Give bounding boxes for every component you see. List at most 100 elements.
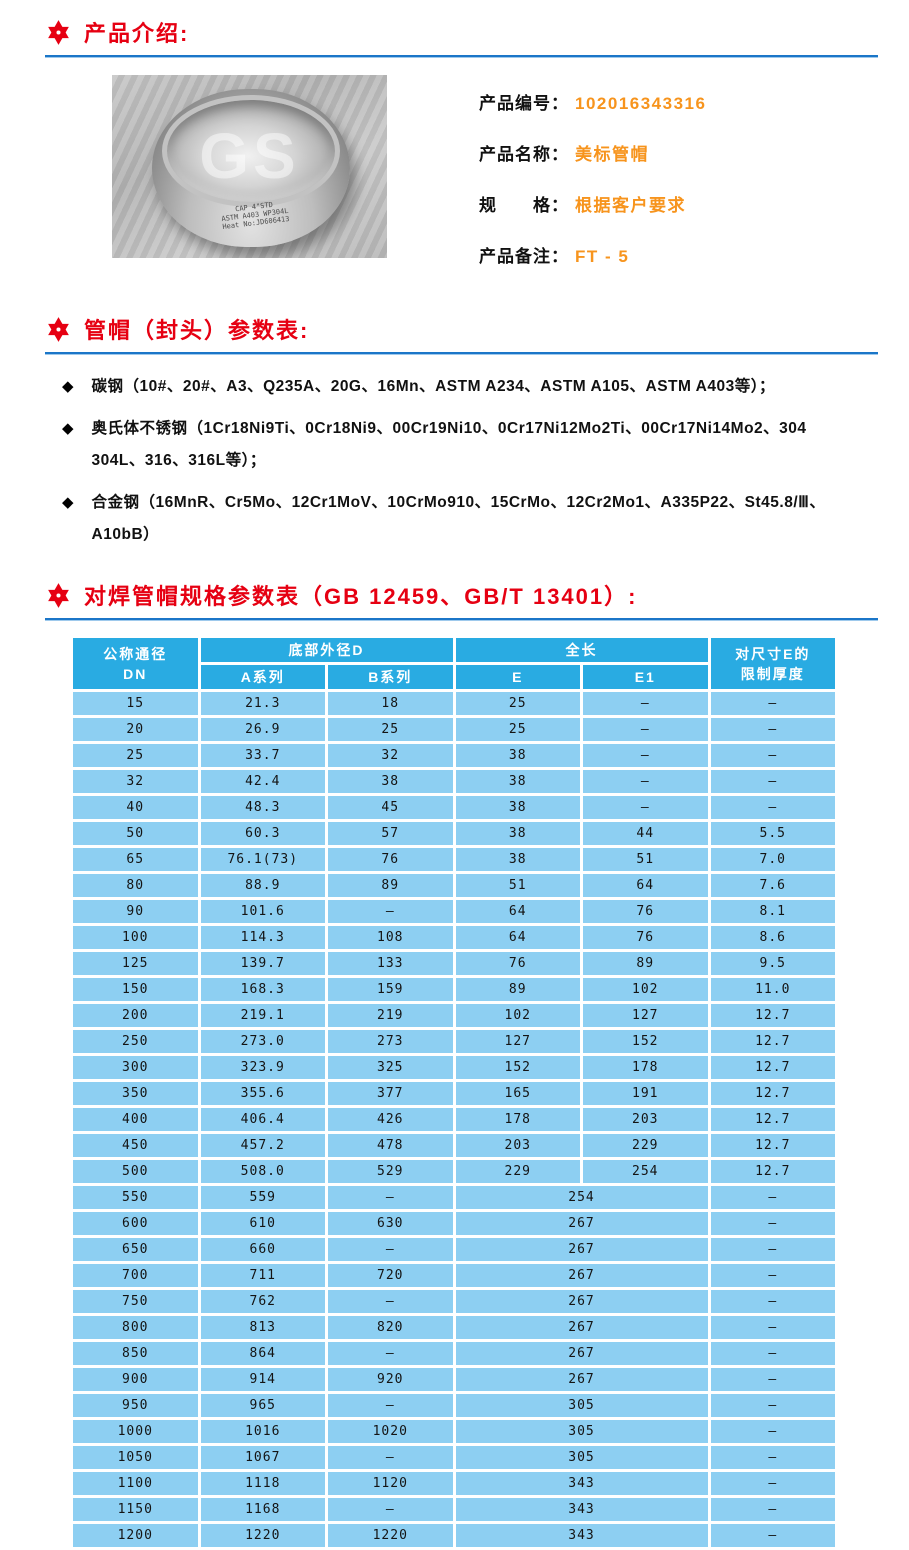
- table-row: 800 813 820 267–: [73, 1316, 835, 1339]
- star-icon: [48, 582, 69, 608]
- product-intro-block: GS CAP 4"STD ASTM A403 WP304L Heat No:JD…: [112, 75, 909, 293]
- table-cell: 762: [200, 1290, 325, 1313]
- table-cell: 25: [328, 718, 453, 741]
- table-cell: 1000: [73, 1420, 198, 1443]
- table-cell: 457.2: [200, 1134, 325, 1157]
- table-cell: 38: [455, 848, 580, 871]
- table-row: 1100 1118 1120 343–: [73, 1472, 835, 1495]
- table-cell: 600: [73, 1212, 198, 1235]
- table-row: 400 406.4 426 178 203 12.7: [73, 1108, 835, 1131]
- material-item-carbon-steel: ◆ 碳钢（10#、20#、A3、Q235A、20G、16Mn、ASTM A234…: [62, 371, 869, 403]
- table-cell: 51: [455, 874, 580, 897]
- table-cell: 355.6: [200, 1082, 325, 1105]
- table-cell: –: [710, 1368, 835, 1391]
- table-row: 200 219.1 219 102 127 12.7: [73, 1004, 835, 1027]
- pipe-cap-opening: [162, 95, 340, 207]
- materials-list: ◆ 碳钢（10#、20#、A3、Q235A、20G、16Mn、ASTM A234…: [62, 371, 869, 551]
- table-cell: 850: [73, 1342, 198, 1365]
- table-cell: 300: [73, 1056, 198, 1079]
- table-cell: 813: [200, 1316, 325, 1339]
- table-cell: 1150: [73, 1498, 198, 1521]
- table-cell: 26.9: [200, 718, 325, 741]
- table-cell: 12.7: [710, 1108, 835, 1131]
- table-cell: 7.0: [710, 848, 835, 871]
- table-cell: 450: [73, 1134, 198, 1157]
- table-cell: –: [328, 1186, 453, 1209]
- table-cell: 267: [455, 1290, 708, 1313]
- table-cell: 250: [73, 1030, 198, 1053]
- table-cell: –: [583, 744, 708, 767]
- table-cell: –: [710, 1186, 835, 1209]
- table-cell: 820: [328, 1316, 453, 1339]
- table-cell: 229: [583, 1134, 708, 1157]
- table-cell: –: [328, 1238, 453, 1261]
- table-cell: 900: [73, 1368, 198, 1391]
- table-cell: 200: [73, 1004, 198, 1027]
- table-cell: 550: [73, 1186, 198, 1209]
- table-cell: –: [710, 718, 835, 741]
- table-row: 1150 1168–343–: [73, 1498, 835, 1521]
- table-cell: 630: [328, 1212, 453, 1235]
- table-row: 20 26.9 25 25– –: [73, 718, 835, 741]
- table-cell: –: [710, 1290, 835, 1313]
- material-text: 合金钢（16MnR、Cr5Mo、12Cr1MoV、10CrMo910、15CrM…: [91, 494, 826, 543]
- table-cell: 343: [455, 1524, 708, 1547]
- table-cell: 114.3: [200, 926, 325, 949]
- table-cell: 305: [455, 1394, 708, 1417]
- header-e1: E1: [583, 665, 708, 689]
- product-note-row: 产品备注： FT - 5: [479, 242, 706, 267]
- table-row: 600 610 630 267–: [73, 1212, 835, 1235]
- table-row: 850 864–267–: [73, 1342, 835, 1365]
- table-cell: 15: [73, 692, 198, 715]
- table-row: 1000 1016 1020 305–: [73, 1420, 835, 1443]
- table-cell: 500: [73, 1160, 198, 1183]
- table-cell: 50: [73, 822, 198, 845]
- table-cell: –: [710, 1472, 835, 1495]
- table-subheader-row: A系列 B系列 E E1: [73, 665, 835, 689]
- table-row: 450 457.2 478 203 229 12.7: [73, 1134, 835, 1157]
- table-cell: –: [710, 1524, 835, 1547]
- table-row: 1050 1067–305–: [73, 1446, 835, 1469]
- table-cell: 305: [455, 1446, 708, 1469]
- table-cell: 343: [455, 1498, 708, 1521]
- table-cell: 12.7: [710, 1030, 835, 1053]
- table-cell: 1220: [200, 1524, 325, 1547]
- table-cell: 80: [73, 874, 198, 897]
- table-row: 650 660–267–: [73, 1238, 835, 1261]
- table-row: 50 60.3 57 38 44 5.5: [73, 822, 835, 845]
- material-item-stainless-steel: ◆ 奥氏体不锈钢（1Cr18Ni9Ti、0Cr18Ni9、00Cr19Ni10、…: [62, 413, 869, 477]
- spec-table: 公称通径 DN 底部外径D 全长 对尺寸E的 限制厚度 A系列 B系列 E E1: [70, 635, 838, 1550]
- table-cell: –: [710, 1212, 835, 1235]
- table-cell: 178: [583, 1056, 708, 1079]
- product-name-value: 美标管帽: [575, 145, 649, 164]
- table-cell: 1200: [73, 1524, 198, 1547]
- table-cell: 864: [200, 1342, 325, 1365]
- table-cell: 305: [455, 1420, 708, 1443]
- table-cell: 254: [583, 1160, 708, 1183]
- table-cell: 38: [455, 796, 580, 819]
- table-cell: 720: [328, 1264, 453, 1287]
- table-row: 32 42.4 38 38– –: [73, 770, 835, 793]
- product-info: 产品编号： 102016343316 产品名称： 美标管帽 规 格： 根据客户要…: [479, 89, 706, 293]
- header-group-total-length: 全长: [455, 638, 708, 662]
- table-cell: 38: [455, 770, 580, 793]
- table-cell: 11.0: [710, 978, 835, 1001]
- table-cell: –: [710, 1264, 835, 1287]
- table-cell: –: [710, 744, 835, 767]
- table-cell: 12.7: [710, 1082, 835, 1105]
- table-cell: 152: [455, 1056, 580, 1079]
- table-cell: 267: [455, 1342, 708, 1365]
- product-photo: GS CAP 4"STD ASTM A403 WP304L Heat No:JD…: [112, 75, 387, 258]
- table-cell: –: [710, 1394, 835, 1417]
- table-cell: 267: [455, 1264, 708, 1287]
- table-cell: 203: [455, 1134, 580, 1157]
- table-cell: 44: [583, 822, 708, 845]
- table-cell: 426: [328, 1108, 453, 1131]
- table-cell: –: [328, 1394, 453, 1417]
- table-cell: 273.0: [200, 1030, 325, 1053]
- table-cell: –: [710, 1446, 835, 1469]
- table-cell: 1118: [200, 1472, 325, 1495]
- table-cell: 100: [73, 926, 198, 949]
- table-header-row: 公称通径 DN 底部外径D 全长 对尺寸E的 限制厚度: [73, 638, 835, 689]
- section-intro-title: 产品介绍:: [84, 21, 190, 46]
